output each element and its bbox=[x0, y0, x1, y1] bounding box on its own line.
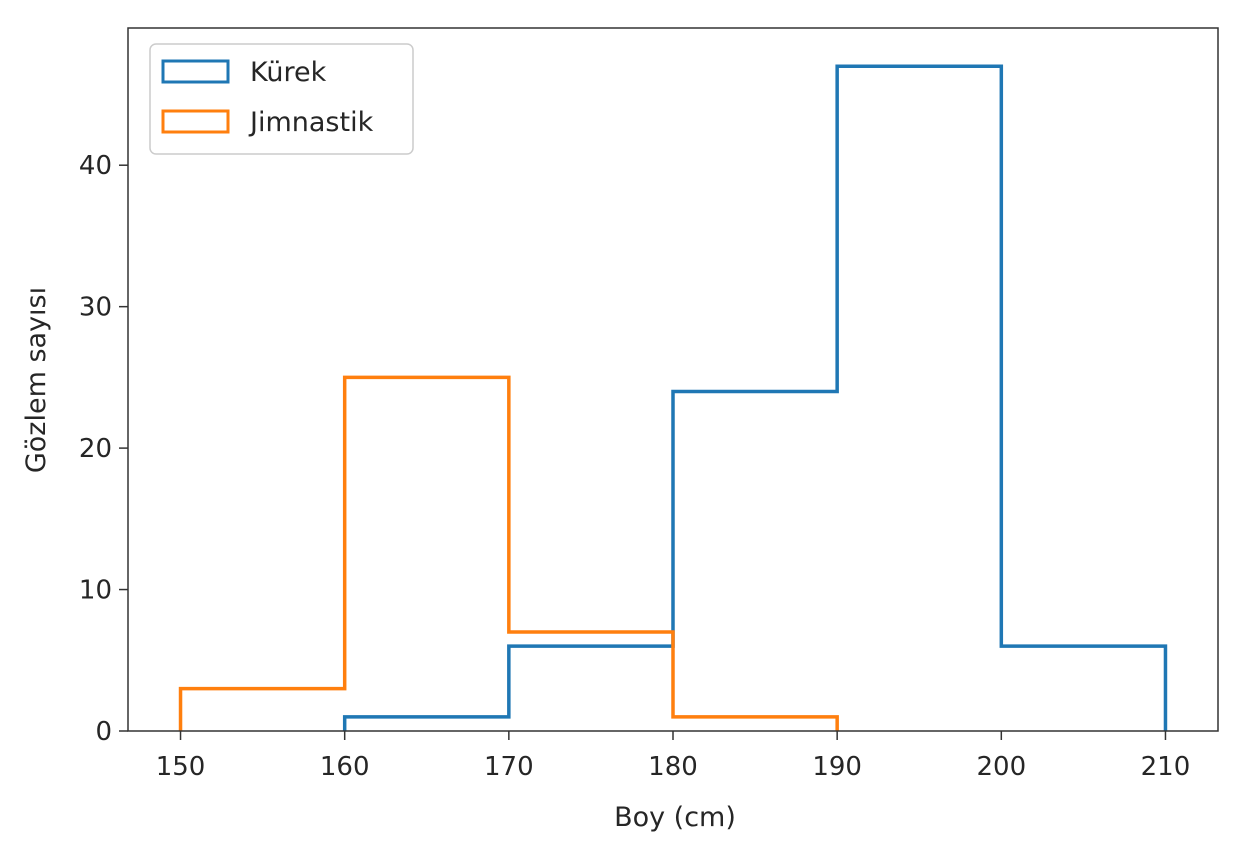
x-tick-label: 200 bbox=[976, 752, 1026, 782]
legend-label-jimnastik: Jimnastik bbox=[248, 107, 374, 138]
legend-label-kurek: Kürek bbox=[250, 57, 327, 88]
y-tick-label: 10 bbox=[79, 576, 112, 606]
x-tick-label: 210 bbox=[1141, 752, 1191, 782]
x-tick-label: 160 bbox=[320, 752, 370, 782]
series-step-kurek bbox=[342, 64, 1168, 731]
y-tick-label: 40 bbox=[79, 151, 112, 181]
legend: Kürek Jimnastik bbox=[149, 43, 414, 155]
y-tick-label: 0 bbox=[95, 717, 112, 747]
x-tick-label: 170 bbox=[484, 752, 534, 782]
legend-box bbox=[149, 43, 414, 155]
series-step-jimnastik bbox=[178, 375, 839, 731]
y-axis-label: Gözlem sayısı bbox=[21, 287, 52, 473]
x-tick-label: 150 bbox=[156, 752, 206, 782]
y-tick-label: 30 bbox=[79, 293, 112, 323]
legend-swatch-jimnastik bbox=[161, 109, 230, 134]
y-tick-label: 20 bbox=[79, 434, 112, 464]
legend-swatch-kurek bbox=[161, 59, 230, 84]
x-tick-label: 180 bbox=[648, 752, 698, 782]
x-axis-label: Boy (cm) bbox=[614, 802, 736, 833]
x-tick-label: 190 bbox=[812, 752, 862, 782]
